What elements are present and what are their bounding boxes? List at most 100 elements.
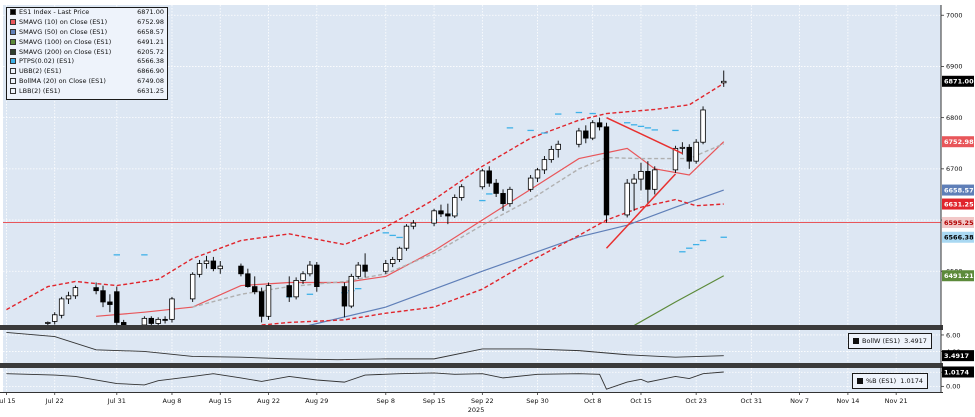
- price-label-text: 6658.57: [944, 186, 974, 194]
- legend-swatch: [10, 18, 16, 25]
- candle-body: [120, 322, 127, 325]
- price-label-box: [942, 184, 974, 196]
- pctb-label: %B (ES1): [866, 377, 897, 385]
- legend-item[interactable]: BollMA (20) on Close (ES1) 6749.08: [7, 77, 167, 87]
- pctb-value-label: 1.0174: [944, 368, 970, 376]
- legend-item[interactable]: PTPS(0.02) (ES1) 6566.38: [7, 57, 167, 67]
- series-line-lbb-2-es1: [261, 198, 724, 325]
- candle-body: [148, 317, 154, 324]
- pctb-panel-background: [3, 368, 941, 392]
- candle-body: [603, 126, 610, 216]
- candle-body: [141, 317, 148, 325]
- legend-value: 6566.38: [137, 57, 164, 66]
- candle-body: [410, 222, 417, 227]
- candle-body: [58, 298, 65, 316]
- price-label-text: 6752.98: [944, 138, 974, 146]
- bollw-value: 3.4917: [904, 337, 927, 345]
- legend-value: 6866.90: [137, 67, 164, 76]
- x-tick-label: Sep 22: [471, 397, 494, 405]
- x-tick-label: Aug 15: [209, 397, 232, 405]
- candle-body: [638, 170, 644, 180]
- legend-label: PTPS(0.02) (ES1): [19, 57, 74, 66]
- legend-item[interactable]: SMAVG (200) on Close (ES1) 6205.72: [7, 48, 167, 58]
- legend-swatch: [10, 88, 16, 95]
- candle-body: [507, 188, 513, 205]
- legend-item[interactable]: LBB(2) (ES1) 6631.25: [7, 87, 167, 97]
- candle-body: [534, 169, 541, 179]
- legend-swatch: [10, 58, 16, 65]
- pctb-legend[interactable]: %B (ES1) 1.0174: [852, 373, 929, 389]
- candle-body: [396, 247, 403, 260]
- legend-value: 6631.25: [137, 87, 164, 96]
- y-tick-label: 6800: [946, 114, 963, 122]
- legend-value: 6871.00: [137, 8, 164, 16]
- y-tick-label: 6.00: [946, 331, 960, 339]
- candle-body: [672, 147, 679, 171]
- legend-value: 6205.72: [137, 47, 164, 56]
- pctb-swatch: [857, 378, 863, 384]
- price-label-text: 6595.25: [944, 219, 974, 227]
- candle-body: [189, 273, 196, 300]
- legend-value: 6749.08: [137, 77, 164, 86]
- legend-swatch: [10, 38, 16, 45]
- legend-item[interactable]: SMAVG (100) on Close (ES1) 6491.21: [7, 38, 167, 48]
- x-tick-label: Aug 22: [257, 397, 280, 405]
- candle-body: [555, 143, 561, 150]
- price-label-box: [942, 270, 974, 282]
- legend-label: SMAVG (200) on Close (ES1): [19, 47, 112, 56]
- x-tick-label: Oct 15: [630, 397, 652, 405]
- candle-body: [107, 301, 113, 305]
- series-line-ubb-2-es1: [6, 82, 725, 311]
- candle-body: [307, 264, 313, 275]
- x-tick-label: Sep 15: [423, 397, 446, 405]
- price-label-box: [942, 231, 974, 243]
- legend-item[interactable]: ES1 Index - Last Price 6871.00: [7, 8, 167, 18]
- main-legend[interactable]: ES1 Index - Last Price 6871.00 SMAVG (10) …: [6, 7, 168, 100]
- legend-value: 6658.57: [137, 27, 164, 36]
- candle-body: [238, 265, 244, 275]
- legend-swatch: [10, 78, 16, 85]
- pctb-line: [6, 371, 724, 390]
- trend-line: [605, 173, 677, 249]
- candle-body: [583, 130, 589, 139]
- candle-body: [452, 197, 458, 217]
- legend-label: SMAVG (10) on Close (ES1): [19, 17, 108, 26]
- candle-body: [258, 291, 265, 317]
- x-tick-label: Oct 31: [741, 397, 763, 405]
- legend-swatch: [10, 48, 16, 55]
- price-label-text: 6566.38: [944, 234, 974, 242]
- legend-item[interactable]: SMAVG (50) on Close (ES1) 6658.57: [7, 28, 167, 38]
- legend-item[interactable]: UBB(2) (ES1) 6866.90: [7, 67, 167, 77]
- candle-body: [314, 264, 320, 288]
- price-label-box: [942, 198, 974, 210]
- x-tick-label: Oct 23: [685, 397, 707, 405]
- price-label-box: [942, 216, 974, 228]
- candles: [45, 70, 727, 325]
- legend-swatch: [10, 28, 16, 35]
- price-label-box: [942, 75, 974, 87]
- candle-body: [445, 213, 451, 217]
- candle-body: [72, 287, 79, 297]
- candle-body: [217, 265, 223, 270]
- y-tick-label: 6700: [946, 165, 963, 173]
- candle-body: [362, 264, 368, 272]
- candle-body: [589, 122, 596, 139]
- bollw-value-box: [942, 350, 974, 362]
- candle-body: [100, 290, 106, 303]
- bollw-legend[interactable]: BollW (ES1) 3.4917: [848, 333, 932, 349]
- bollw-label: BollW (ES1): [862, 337, 900, 345]
- x-tick-label: Nov 14: [836, 397, 859, 405]
- candle-body: [65, 295, 72, 300]
- bollw-value-label: 3.4917: [944, 352, 969, 360]
- legend-item[interactable]: SMAVG (10) on Close (ES1) 6752.98: [7, 18, 167, 28]
- candle-body: [631, 178, 637, 184]
- x-tick-label: Sep 30: [526, 397, 549, 405]
- x-tick-label: Sep 8: [377, 397, 395, 405]
- candle-body: [114, 291, 120, 323]
- candle-body: [645, 170, 651, 190]
- candle-body: [355, 264, 361, 277]
- candle-body: [431, 210, 437, 224]
- legend-label: LBB(2) (ES1): [19, 87, 61, 96]
- bollw-line: [6, 332, 724, 361]
